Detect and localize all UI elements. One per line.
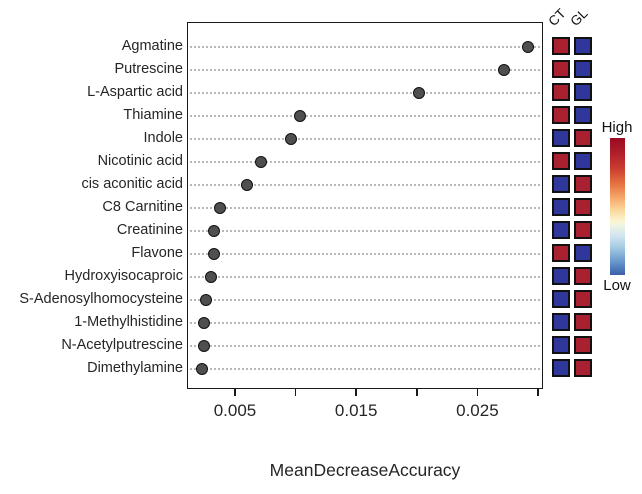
grid-line: [190, 161, 540, 163]
category-label: L-Aspartic acid: [87, 84, 183, 100]
category-label: C8 Carnitine: [102, 199, 183, 215]
heatmap-cell: [574, 152, 592, 170]
heatmap-cell: [574, 175, 592, 193]
heatmap-cell: [574, 290, 592, 308]
data-point: [522, 41, 535, 53]
data-point: [240, 179, 253, 191]
colorbar-gradient: [610, 138, 625, 275]
heatmap-cell: [552, 221, 570, 239]
heatmap-cell: [574, 313, 592, 331]
heatmap-cell: [552, 152, 570, 170]
heatmap-cell: [552, 37, 570, 55]
heatmap-cell: [552, 267, 570, 285]
grid-line: [190, 184, 540, 186]
colorbar-low-label: Low: [603, 277, 631, 294]
heatmap-cell: [552, 336, 570, 354]
plot-area: [187, 22, 543, 389]
heatmap-cell: [574, 129, 592, 147]
heatmap-cell: [552, 129, 570, 147]
category-label: cis aconitic acid: [81, 176, 183, 192]
category-label: Putrescine: [114, 61, 183, 77]
grid-line: [190, 345, 540, 347]
heatmap-cell: [552, 244, 570, 262]
heatmap-cell: [552, 290, 570, 308]
category-label: Flavone: [131, 245, 183, 261]
data-point: [214, 202, 227, 214]
x-tick-label: 0.005: [213, 401, 257, 420]
x-axis-title: MeanDecreaseAccuracy: [269, 460, 461, 480]
heatmap-cell: [552, 198, 570, 216]
grid-line: [190, 92, 540, 94]
heatmap-cell: [574, 60, 592, 78]
grid-line: [190, 253, 540, 255]
category-label: 1-Methylhistidine: [74, 314, 183, 330]
grid-line: [190, 276, 540, 278]
grid-line: [190, 207, 540, 209]
heatmap-cell: [574, 336, 592, 354]
x-tick: [476, 389, 479, 396]
data-point: [204, 271, 217, 283]
heatmap-column-label: GL: [567, 5, 591, 30]
category-label: Hydroxyisocaproic: [64, 268, 183, 284]
data-point: [497, 64, 510, 76]
grid-line: [190, 368, 540, 370]
data-point: [284, 133, 297, 145]
grid-line: [190, 138, 540, 140]
grid-line: [190, 69, 540, 71]
data-point: [294, 110, 307, 122]
x-tick: [294, 389, 297, 396]
category-label: Indole: [143, 130, 183, 146]
category-label: Dimethylamine: [87, 360, 183, 376]
x-tick: [234, 389, 236, 396]
heatmap-cell: [574, 244, 592, 262]
heatmap-cell: [574, 267, 592, 285]
heatmap-cell: [574, 198, 592, 216]
x-tick-label: 0.025: [456, 401, 499, 420]
heatmap-column-label: CT: [545, 5, 569, 30]
colorbar-high-label: High: [601, 119, 633, 136]
grid-line: [190, 230, 540, 232]
heatmap-cell: [574, 221, 592, 239]
data-point: [198, 340, 211, 352]
category-label: Nicotinic acid: [97, 153, 183, 169]
heatmap-cell: [574, 106, 592, 124]
grid-line: [190, 115, 540, 117]
heatmap-cell: [574, 359, 592, 377]
data-point: [208, 248, 221, 260]
grid-line: [190, 322, 540, 324]
x-tick: [416, 389, 418, 396]
heatmap-cell: [552, 359, 570, 377]
category-label: S-Adenosylhomocysteine: [19, 291, 183, 307]
heatmap-cell: [552, 106, 570, 124]
x-tick-label: 0.015: [334, 401, 378, 420]
x-tick: [355, 389, 357, 396]
data-point: [208, 225, 221, 237]
data-point: [196, 363, 209, 375]
heatmap-cell: [574, 37, 592, 55]
heatmap-cell: [552, 60, 570, 78]
category-label: Agmatine: [121, 38, 183, 54]
x-tick: [537, 389, 539, 396]
data-point: [199, 294, 212, 306]
heatmap-cell: [574, 83, 592, 101]
category-label: N-Acetylputrescine: [61, 337, 183, 353]
category-label: Creatinine: [116, 222, 183, 238]
heatmap-cell: [552, 313, 570, 331]
data-point: [198, 317, 211, 329]
grid-line: [190, 299, 540, 301]
heatmap-cell: [552, 175, 570, 193]
heatmap-cell: [552, 83, 570, 101]
category-label: Thiamine: [123, 107, 183, 123]
data-point: [255, 156, 268, 168]
grid-line: [190, 46, 540, 48]
data-point: [413, 87, 425, 99]
